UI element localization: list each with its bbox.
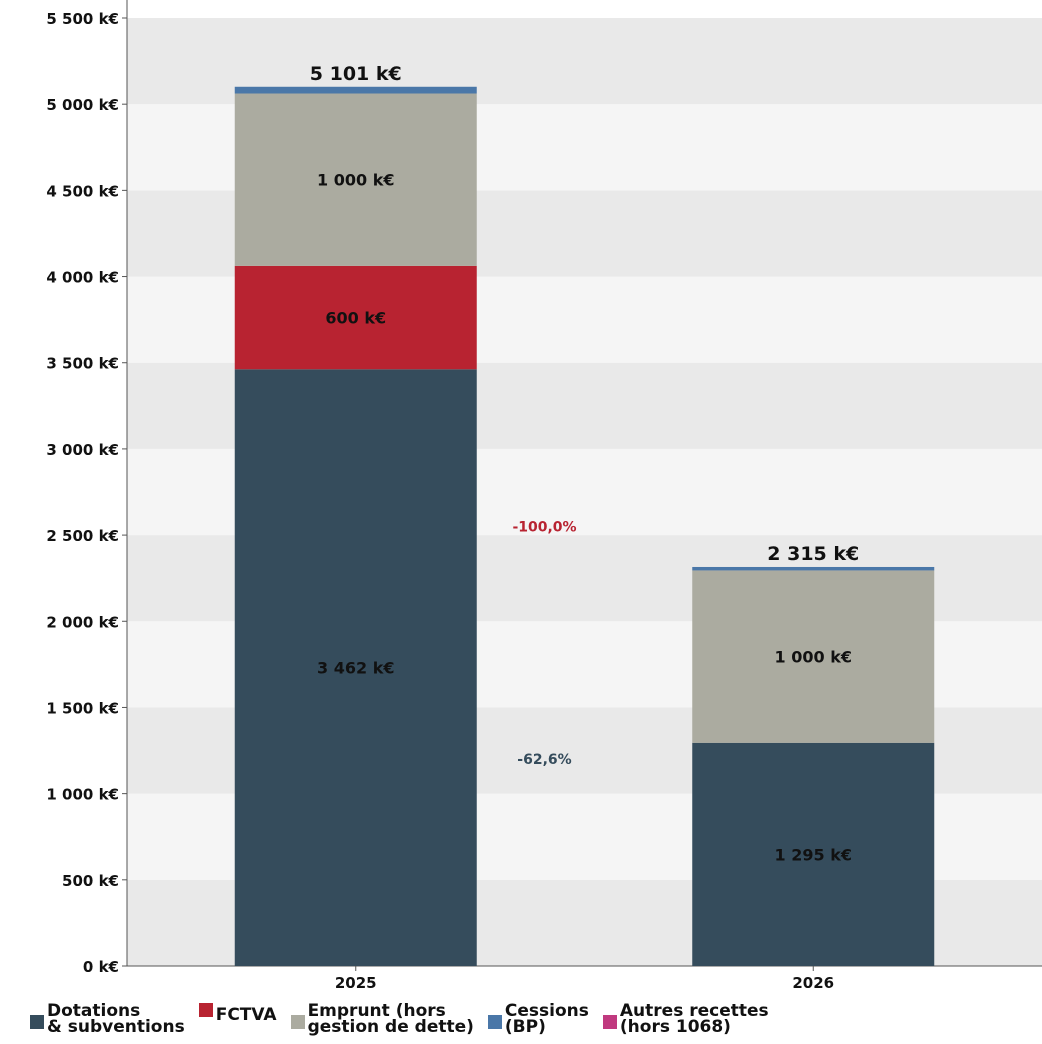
- y-tick-label: 5 500 k€: [46, 10, 119, 28]
- legend-label: Cessions (BP): [504, 1001, 589, 1037]
- y-tick-label: 5 000 k€: [46, 96, 119, 114]
- y-tick-label: 2 500 k€: [46, 527, 119, 545]
- data-label: 1 000 k€: [317, 171, 394, 190]
- legend-swatch: [198, 1003, 213, 1017]
- legend-swatch: [602, 1015, 617, 1029]
- bar-segment: [234, 265, 477, 370]
- legend-label: FCTVA: [215, 1005, 277, 1025]
- legend-item: Emprunt (hors gestion de dette): [290, 1001, 474, 1037]
- legend-swatch: [30, 1015, 44, 1029]
- legend-swatch: [290, 1015, 305, 1029]
- data-label: 3 462 k€: [317, 659, 394, 678]
- bar-segment: [692, 566, 935, 571]
- y-tick-label: 2 000 k€: [46, 613, 119, 631]
- y-tick-label: 0 k€: [83, 958, 119, 976]
- y-tick-label: 4 500 k€: [46, 182, 119, 200]
- y-tick-label: 3 000 k€: [46, 441, 119, 459]
- total-label: 5 101 k€: [310, 63, 402, 85]
- x-tick-label: 2026: [792, 974, 834, 992]
- legend-label: Autres recettes (hors 1068): [619, 1001, 769, 1037]
- y-tick-label: 4 000 k€: [46, 269, 119, 287]
- data-label: 1 000 k€: [775, 648, 852, 667]
- legend-item: Cessions (BP): [487, 1001, 589, 1037]
- x-tick-label: 2025: [335, 974, 377, 992]
- legend-label: Emprunt (hors gestion de dette): [307, 1001, 474, 1037]
- bar-segment: [234, 369, 477, 966]
- y-tick-label: 1 500 k€: [46, 699, 119, 717]
- y-tick-label: 1 000 k€: [46, 786, 119, 804]
- data-label: 1 295 k€: [775, 845, 852, 864]
- legend-item: FCTVA: [198, 1003, 277, 1025]
- grid-band: [127, 0, 1042, 18]
- legend-swatch: [487, 1015, 502, 1029]
- y-tick-label: 500 k€: [62, 872, 119, 890]
- legend: Dotations & subventions FCTVA Emprunt (hor…: [30, 1001, 769, 1037]
- data-label: 600 k€: [325, 309, 386, 328]
- total-label: 2 315 k€: [767, 543, 859, 565]
- bar-segment: [234, 93, 477, 266]
- bar-segment: [234, 86, 477, 94]
- variation-annotation: -100,0%: [512, 519, 576, 535]
- y-tick-label: 3 500 k€: [46, 355, 119, 373]
- legend-label: Dotations & subventions: [47, 1001, 185, 1037]
- stacked-bar-chart: 0 k€ 500 k€ 1 000 k€ 1 500 k€ 2 000 k€ 2 500 …: [46, 0, 1042, 992]
- legend-item: Autres recettes (hors 1068): [602, 1001, 769, 1037]
- legend-item: Dotations & subventions: [30, 1001, 185, 1037]
- variation-annotation: -62,6%: [517, 752, 571, 768]
- bar-segment: [692, 742, 935, 966]
- bar-segment: [692, 570, 935, 743]
